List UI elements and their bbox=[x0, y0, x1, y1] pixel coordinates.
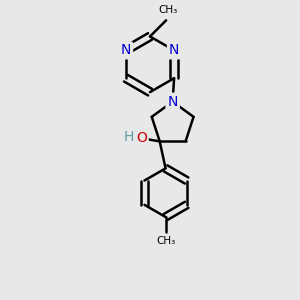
Text: CH₃: CH₃ bbox=[158, 5, 177, 15]
Text: N: N bbox=[121, 44, 131, 57]
Text: H: H bbox=[124, 130, 134, 144]
Text: N: N bbox=[167, 95, 178, 109]
Text: O: O bbox=[136, 131, 147, 146]
Text: CH₃: CH₃ bbox=[156, 236, 175, 246]
Text: N: N bbox=[169, 44, 179, 57]
